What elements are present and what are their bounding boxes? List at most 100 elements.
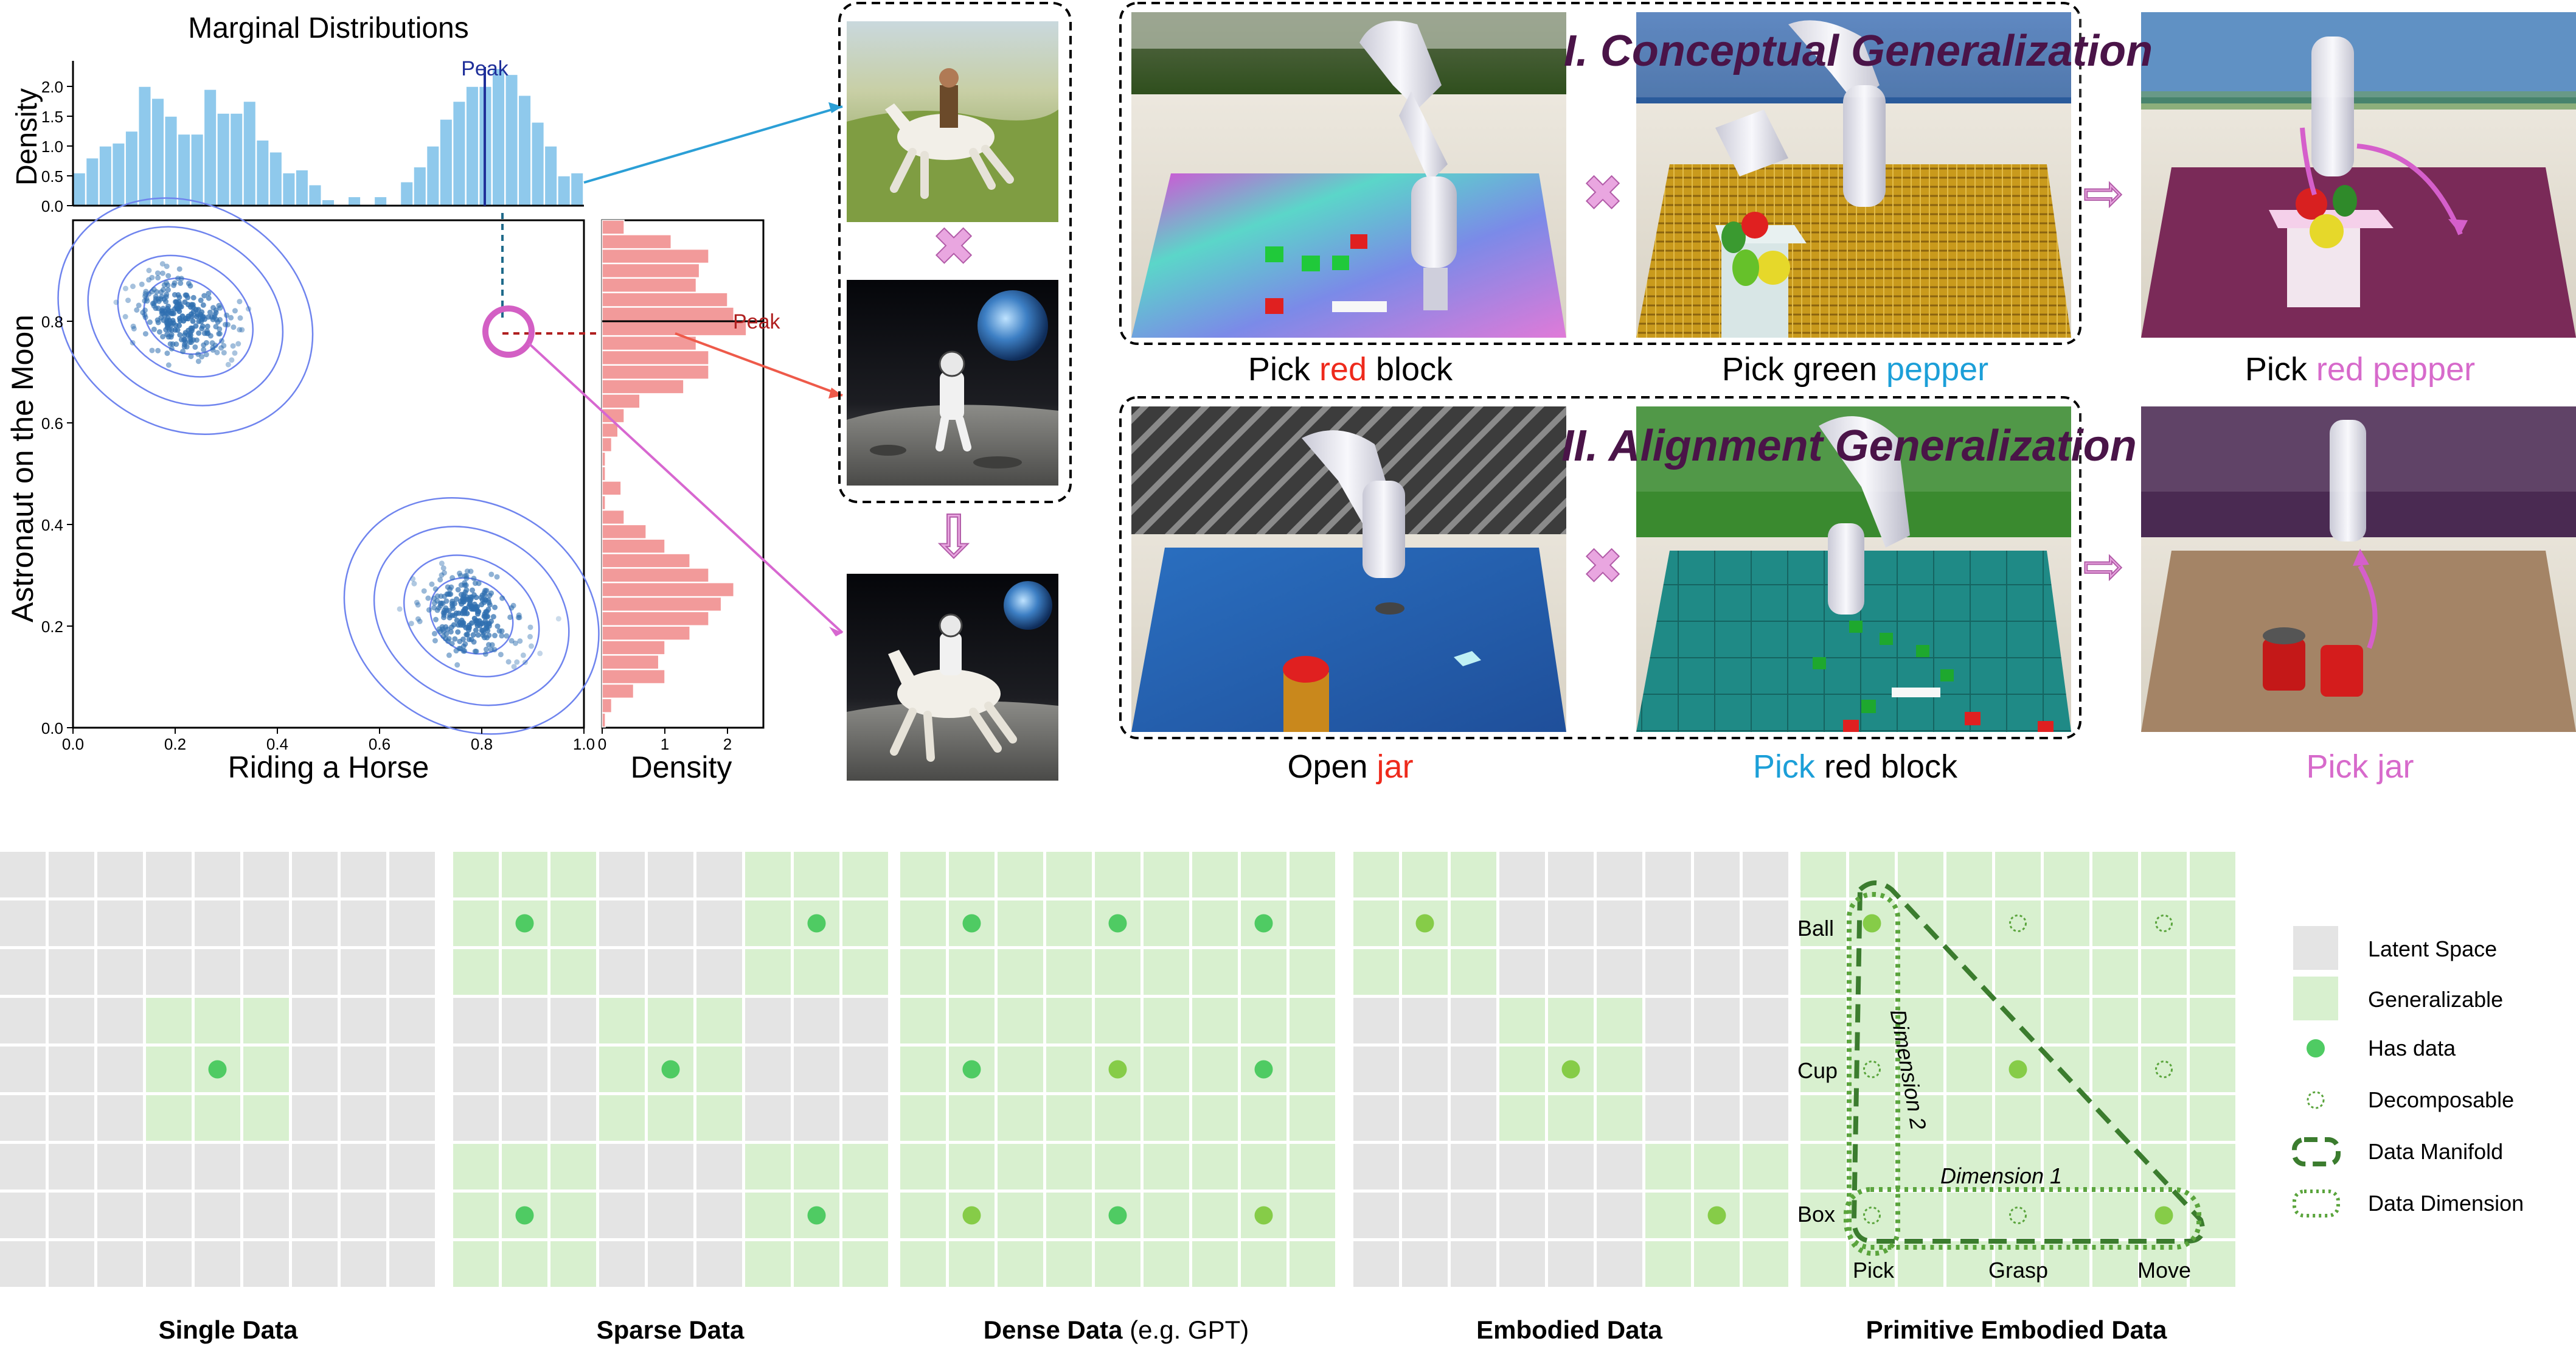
- scatter-point: [460, 591, 467, 597]
- grid-cell: [1499, 852, 1545, 897]
- scatter-point: [190, 318, 196, 324]
- scatter-point: [514, 659, 520, 665]
- grid-cell: [1645, 900, 1691, 946]
- right-hist-bar: [602, 292, 728, 307]
- scatter-point: [440, 601, 446, 607]
- grid-cell: [2044, 1095, 2089, 1141]
- top-hist-bar: [439, 119, 453, 206]
- scatter-point: [202, 316, 208, 322]
- grid-cell: [1046, 1193, 1092, 1238]
- grid-cell: [1898, 1241, 1943, 1287]
- grid-cell: [1095, 1241, 1140, 1287]
- scatter-point: [189, 325, 195, 331]
- down-arrow-icon: ⇩: [929, 504, 978, 570]
- caption-pick-jar: Pick jar: [2306, 748, 2414, 785]
- scatter-point: [199, 326, 205, 332]
- multiply-icon: ✖: [932, 218, 976, 276]
- grid-cell: [1290, 1241, 1335, 1287]
- scatter-point: [448, 629, 454, 635]
- grid-cell: [1743, 1095, 1788, 1141]
- scatter-point: [142, 291, 148, 297]
- right-hist-bar: [602, 263, 700, 279]
- right-hist-bar: [602, 538, 665, 554]
- grid-cell: [292, 1193, 338, 1238]
- scatter-point: [165, 287, 171, 293]
- scatter-point: [225, 361, 231, 368]
- grid-cell: [1995, 1144, 2041, 1190]
- scatter-point: [130, 284, 136, 290]
- grid-cell: [502, 998, 547, 1043]
- scatter-point: [139, 281, 145, 287]
- right-hist-bar: [602, 379, 684, 394]
- scatter-point: [228, 315, 234, 321]
- grid-cell: [1597, 1193, 1642, 1238]
- data-dot: [208, 1060, 227, 1079]
- decomposable-dot: [1863, 1207, 1881, 1224]
- top-hist-bar: [137, 86, 151, 206]
- scatter-point: [410, 576, 416, 582]
- scatter-point: [507, 614, 513, 620]
- grid-cell: [2092, 1047, 2138, 1092]
- grid-cell: [195, 1095, 240, 1141]
- scatter-point: [415, 616, 421, 622]
- grid-cell: [243, 949, 289, 995]
- grid-cell: [502, 1241, 547, 1287]
- grid-cell: [745, 1047, 791, 1092]
- grid-cell: [745, 1241, 791, 1287]
- right-hist-bar: [602, 307, 735, 322]
- top-hist-bar: [295, 169, 309, 206]
- right-hist-bar: [602, 451, 606, 467]
- grid-cell: [1645, 1047, 1691, 1092]
- scatter-point: [216, 331, 222, 337]
- scatter-point: [142, 307, 148, 313]
- grid-cell: [1548, 900, 1594, 946]
- scatter-point: [163, 327, 169, 333]
- right-hist-bar: [602, 321, 747, 336]
- scatter-point: [172, 291, 178, 298]
- scatter-point: [485, 627, 491, 633]
- grid-cell: [1946, 1047, 1992, 1092]
- scatter-point: [156, 329, 162, 335]
- grid-cell: [341, 1047, 386, 1092]
- scatter-point: [173, 299, 179, 305]
- right-hist-bar: [602, 277, 697, 293]
- grid-cell: [794, 1095, 839, 1141]
- scatter-point: [179, 313, 186, 319]
- peak-x-label: Peak: [461, 57, 509, 80]
- top-hist-bar: [229, 113, 243, 206]
- right-hist-bar: [602, 568, 709, 583]
- scatter-point: [464, 568, 470, 574]
- scatter-point: [188, 340, 194, 346]
- scatter-point: [203, 352, 209, 358]
- scatter-point: [437, 629, 443, 635]
- right-x-axis-label: Density: [631, 750, 732, 784]
- scatter-point: [520, 652, 526, 658]
- top-hist-bar: [217, 113, 231, 206]
- scatter-point: [164, 332, 170, 338]
- row-label-box: Box: [1797, 1202, 1835, 1227]
- scatter-point: [192, 344, 198, 350]
- grid-cell: [292, 1241, 338, 1287]
- scene-pick-jar: [2141, 406, 2576, 732]
- col-label-grasp: Grasp: [1988, 1258, 2048, 1283]
- grid-cell: [745, 998, 791, 1043]
- grid-cell: [292, 1144, 338, 1190]
- grid-cell: [2092, 998, 2138, 1043]
- grid-cell: [1898, 852, 1943, 897]
- grid-cell: [550, 949, 596, 995]
- scatter-point: [164, 291, 170, 298]
- grid-cell: [453, 900, 499, 946]
- scatter-point: [186, 327, 192, 333]
- density-contour: [57, 197, 314, 435]
- grid-cell: [1402, 1095, 1448, 1141]
- grid-cell: [1597, 949, 1642, 995]
- right-histogram: Peak 0 1 2 Density: [598, 219, 780, 784]
- grid-cell: [2141, 949, 2187, 995]
- grid-cell: [97, 1193, 143, 1238]
- grid-cell: [949, 1095, 995, 1141]
- grid-cell: [1946, 1144, 1992, 1190]
- top-hist-bar: [413, 166, 427, 206]
- scatter-point: [173, 322, 179, 329]
- scatter-point: [215, 319, 221, 325]
- grid-cell: [453, 1095, 499, 1141]
